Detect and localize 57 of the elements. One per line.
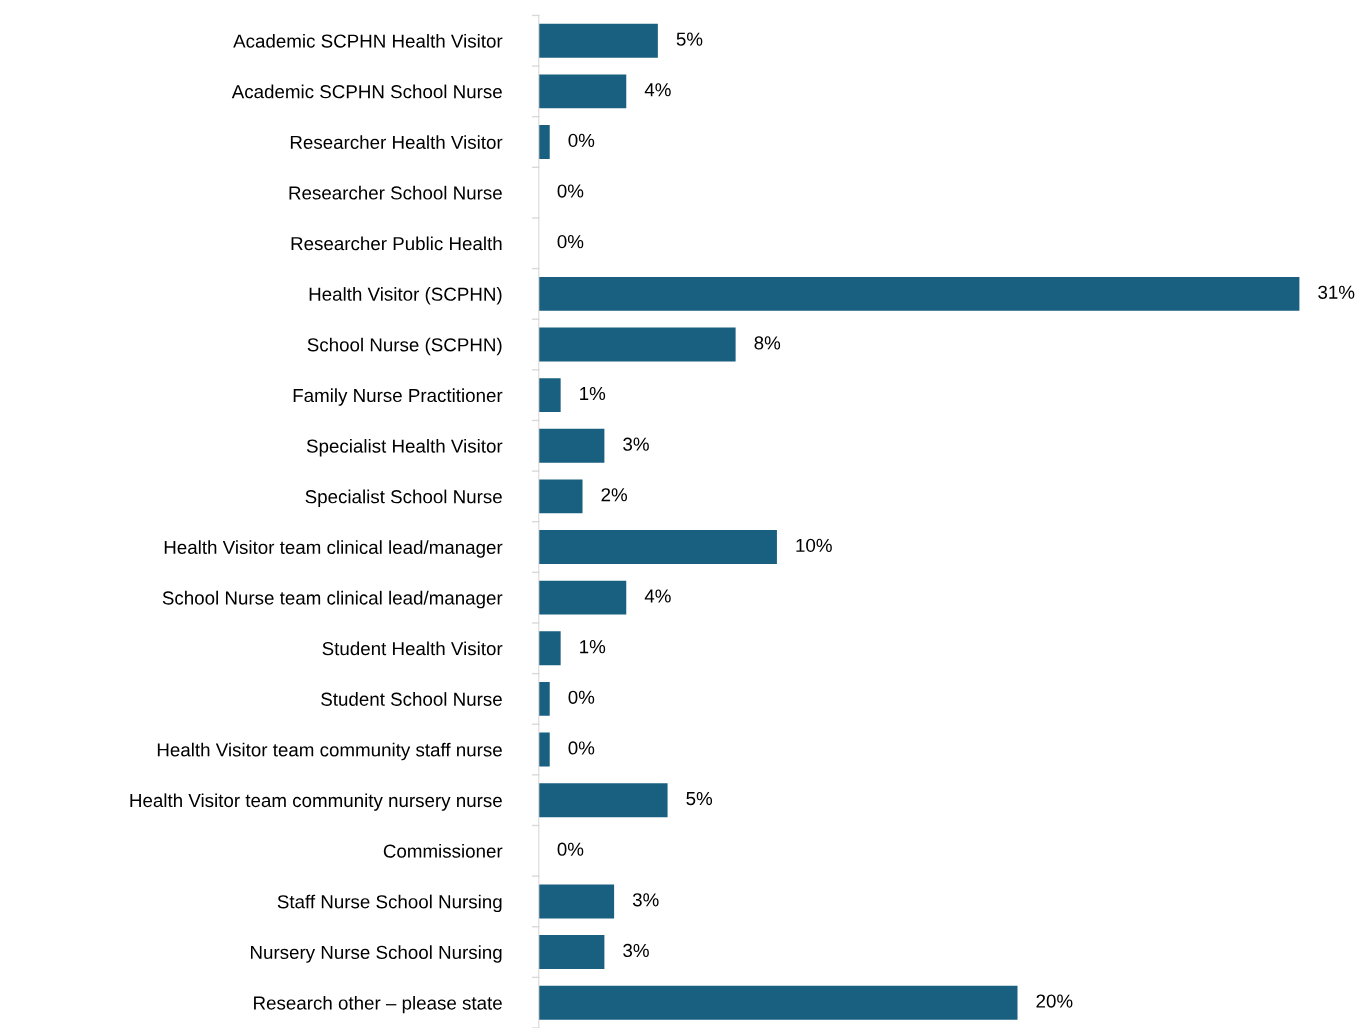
data-label: 20% xyxy=(1036,994,1073,1008)
data-label: 1% xyxy=(580,386,606,401)
bar xyxy=(538,428,605,463)
y-tick-label: Nursery Nurse School Nursing xyxy=(251,945,502,963)
data-label: 0% xyxy=(568,133,595,148)
y-tick-label: Academic SCPHN Health Visitor xyxy=(233,33,503,48)
bar xyxy=(538,276,1300,311)
y-tick-label: Staff Nurse School Nursing xyxy=(277,894,502,913)
y-tick-label: Commissioner xyxy=(383,844,503,858)
bar xyxy=(538,985,1018,1020)
y-tick-label: School Nurse (SCPHN) xyxy=(307,337,502,356)
y-tick-label: Family Nurse Practitioner xyxy=(293,388,503,406)
y-tick-label: Research other – please state xyxy=(254,995,502,1014)
y-tick-label: Health Visitor team community nursery nurse xyxy=(130,793,502,811)
y-tick-label: Health Visitor (SCPHN) xyxy=(309,287,502,305)
data-label: 1% xyxy=(580,640,606,654)
bar xyxy=(538,783,668,818)
data-label: 4% xyxy=(644,83,671,97)
y-tick-label: Academic SCPHN School Nurse xyxy=(231,84,502,99)
data-label: 0% xyxy=(557,235,584,249)
y-tick-label: Researcher Health Visitor xyxy=(290,135,503,149)
bar xyxy=(538,580,627,615)
y-tick-label: Specialist Health Visitor xyxy=(306,438,503,457)
data-label: 0% xyxy=(568,690,595,704)
bar xyxy=(538,884,615,919)
bar xyxy=(538,631,561,666)
data-label: 31% xyxy=(1318,285,1355,299)
data-label: 8% xyxy=(754,336,781,350)
data-label: 0% xyxy=(557,842,584,856)
bar xyxy=(538,732,550,767)
data-label: 10% xyxy=(796,538,832,553)
data-label: 0% xyxy=(557,184,584,198)
data-label: 3% xyxy=(623,437,649,451)
y-tick-label: Health Visitor team community staff nurse xyxy=(157,742,502,761)
data-label: 3% xyxy=(632,893,659,907)
bar xyxy=(538,681,550,716)
data-label: 5% xyxy=(686,792,713,806)
bar xyxy=(538,935,605,970)
data-label: 4% xyxy=(644,589,671,603)
bar xyxy=(538,479,583,514)
bar xyxy=(538,23,658,58)
data-label: 5% xyxy=(676,32,703,46)
y-tick-label: School Nurse team clinical lead/manager xyxy=(162,590,503,609)
y-tick-label: Researcher Public Health xyxy=(291,236,502,251)
y-tick-label: Student Health Visitor xyxy=(322,641,503,656)
bar xyxy=(538,327,736,362)
y-tick-label: Health Visitor team clinical lead/manager xyxy=(164,540,503,558)
y-tick-label: Student School Nurse xyxy=(321,692,502,706)
data-label: 0% xyxy=(568,741,595,755)
data-label: 2% xyxy=(601,488,628,502)
y-tick-label: Specialist School Nurse xyxy=(305,489,502,508)
bar xyxy=(538,530,777,564)
bar xyxy=(538,125,550,159)
data-label: 3% xyxy=(623,943,649,958)
bar xyxy=(538,74,627,109)
y-tick-label: Researcher School Nurse xyxy=(289,185,502,200)
bar xyxy=(538,378,561,413)
